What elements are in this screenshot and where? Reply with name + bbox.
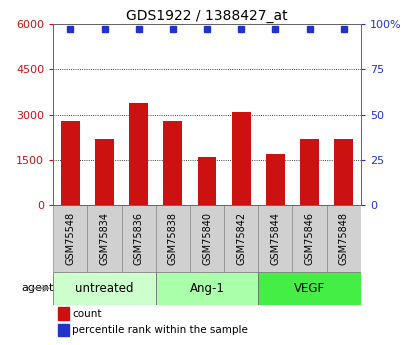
Text: GSM75840: GSM75840 bbox=[202, 212, 211, 265]
Text: GSM75844: GSM75844 bbox=[270, 212, 280, 265]
Bar bbox=[231, 112, 250, 205]
Title: GDS1922 / 1388427_at: GDS1922 / 1388427_at bbox=[126, 9, 287, 23]
Text: GSM75836: GSM75836 bbox=[133, 212, 144, 265]
Bar bbox=[155, 205, 189, 272]
Text: Ang-1: Ang-1 bbox=[189, 282, 224, 295]
Bar bbox=[95, 139, 114, 205]
Text: GSM75838: GSM75838 bbox=[167, 212, 178, 265]
Bar bbox=[299, 139, 318, 205]
Bar bbox=[224, 205, 258, 272]
Bar bbox=[53, 205, 87, 272]
Bar bbox=[258, 272, 360, 305]
Bar bbox=[163, 121, 182, 205]
Bar bbox=[61, 121, 80, 205]
Bar bbox=[189, 205, 224, 272]
Bar bbox=[265, 154, 284, 205]
Bar bbox=[326, 205, 360, 272]
Text: VEGF: VEGF bbox=[293, 282, 324, 295]
Bar bbox=[129, 102, 148, 205]
Text: GSM75846: GSM75846 bbox=[304, 212, 314, 265]
Text: GSM75842: GSM75842 bbox=[236, 212, 246, 265]
Bar bbox=[155, 272, 258, 305]
Text: untreated: untreated bbox=[75, 282, 133, 295]
Bar bbox=[197, 157, 216, 205]
Bar bbox=[258, 205, 292, 272]
Bar bbox=[121, 205, 155, 272]
Text: agent: agent bbox=[21, 283, 53, 293]
Text: GSM75848: GSM75848 bbox=[338, 212, 348, 265]
Text: GSM75548: GSM75548 bbox=[65, 212, 75, 265]
Text: count: count bbox=[72, 309, 101, 319]
Text: percentile rank within the sample: percentile rank within the sample bbox=[72, 325, 247, 335]
Bar bbox=[58, 324, 69, 336]
Bar bbox=[53, 272, 155, 305]
Bar bbox=[58, 307, 69, 320]
Bar bbox=[333, 139, 352, 205]
Bar bbox=[292, 205, 326, 272]
Bar bbox=[87, 205, 121, 272]
Text: GSM75834: GSM75834 bbox=[99, 212, 109, 265]
